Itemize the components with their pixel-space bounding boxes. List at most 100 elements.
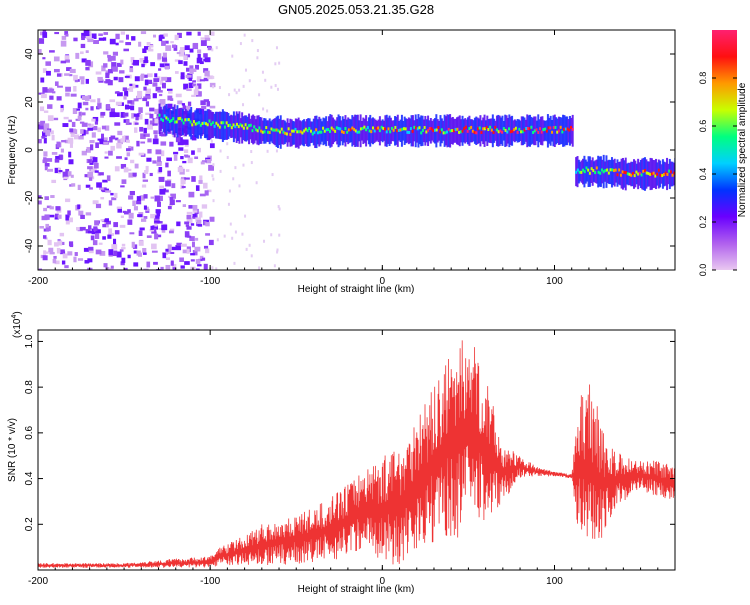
heatmap-cell xyxy=(442,131,445,135)
heatmap-cell xyxy=(130,100,135,105)
heatmap-cell xyxy=(186,88,192,92)
heatmap-cell xyxy=(351,126,354,130)
heatmap-cell xyxy=(480,131,483,135)
heatmap-cell xyxy=(214,111,217,139)
heatmap-cell xyxy=(171,246,177,251)
heatmap-cell xyxy=(226,111,229,140)
heatmap-cell xyxy=(111,62,117,68)
heatmap-cell xyxy=(142,247,147,253)
heatmap-cell xyxy=(114,112,120,117)
heatmap-cell xyxy=(599,171,602,175)
heatmap-cell xyxy=(180,75,185,80)
heatmap-cell xyxy=(271,173,274,177)
heatmap-cell xyxy=(200,37,207,40)
heatmap-cell xyxy=(165,257,170,260)
heatmap-cell xyxy=(656,172,659,176)
heatmap-cell xyxy=(155,149,162,155)
heatmap-cell xyxy=(138,41,142,47)
heatmap-cell xyxy=(476,117,479,145)
heatmap-cell xyxy=(316,131,319,135)
heatmap-cell xyxy=(212,112,215,138)
heatmap-cell xyxy=(377,119,380,143)
heatmap-cell xyxy=(88,123,94,127)
heatmap-cell xyxy=(196,219,202,224)
heatmap-cell xyxy=(190,253,195,256)
heatmap-cell xyxy=(158,103,161,135)
heatmap-cell xyxy=(162,52,167,58)
heatmap-cell xyxy=(582,168,585,172)
heatmap-cell xyxy=(167,248,172,254)
heatmap-cell xyxy=(57,240,63,246)
heatmap-cell xyxy=(212,75,215,79)
heatmap-cell xyxy=(68,74,73,77)
heatmap-cell xyxy=(81,112,86,116)
heatmap-cell xyxy=(110,135,116,140)
heatmap-cell xyxy=(160,133,167,137)
heatmap-cell xyxy=(44,214,50,220)
heatmap-cell xyxy=(416,127,419,131)
heatmap-cell xyxy=(206,101,211,107)
heatmap-cell xyxy=(330,114,333,147)
colorbar-tick-label: 0.6 xyxy=(698,120,708,133)
heatmap-cell xyxy=(241,232,244,236)
heatmap-cell xyxy=(93,226,98,231)
x-tick-label: -100 xyxy=(200,276,220,287)
heatmap-cell xyxy=(79,121,85,124)
heatmap-cell xyxy=(164,189,169,193)
heatmap-cell xyxy=(258,126,261,130)
heatmap-cell xyxy=(101,133,105,140)
heatmap-cell xyxy=(356,130,359,134)
heatmap-cell xyxy=(160,266,164,270)
heatmap-cell xyxy=(456,127,459,131)
heatmap-cell xyxy=(76,108,81,111)
heatmap-cell xyxy=(99,138,104,145)
heatmap-cell xyxy=(55,206,61,211)
heatmap-cell xyxy=(588,171,591,175)
heatmap-cell xyxy=(170,119,173,123)
heatmap-cell xyxy=(612,159,615,186)
heatmap-cell xyxy=(158,227,164,231)
heatmap-cell xyxy=(195,64,200,70)
heatmap-cell xyxy=(169,228,175,232)
heatmap-cell xyxy=(90,235,95,241)
heatmap-cell xyxy=(334,129,337,133)
heatmap-cell xyxy=(116,91,120,94)
heatmap-cell xyxy=(296,130,299,134)
heatmap-cell xyxy=(131,113,135,119)
heatmap-cell xyxy=(56,73,62,77)
heatmap-cell xyxy=(245,115,248,142)
heatmap-cell xyxy=(233,261,236,265)
heatmap-cell xyxy=(244,214,247,218)
frequency-track-1 xyxy=(158,103,574,149)
heatmap-cell xyxy=(444,116,447,146)
heatmap-cell xyxy=(160,117,163,121)
heatmap-cell xyxy=(153,130,158,135)
heatmap-cell xyxy=(100,219,104,222)
heatmap-cell xyxy=(177,32,182,38)
heatmap-cell xyxy=(119,40,124,43)
heatmap-cell xyxy=(265,120,268,142)
heatmap-cell xyxy=(61,260,66,265)
heatmap-cell xyxy=(508,114,511,148)
heatmap-cell xyxy=(149,228,155,232)
heatmap-cell xyxy=(78,111,82,117)
exponent-power: 4 xyxy=(11,315,18,319)
heatmap-cell xyxy=(134,127,138,133)
heatmap-cell xyxy=(54,81,59,86)
heatmap-cell xyxy=(89,156,96,160)
heatmap-cell xyxy=(113,238,117,245)
heatmap-cell xyxy=(97,98,101,104)
heatmap-cell xyxy=(587,168,590,172)
heatmap-cell xyxy=(631,172,634,176)
heatmap-cell xyxy=(38,92,45,95)
colorbar-tick-label: 0.4 xyxy=(698,168,708,181)
heatmap-cell xyxy=(152,123,158,126)
heatmap-cell xyxy=(418,126,421,130)
heatmap-cell xyxy=(289,118,292,147)
heatmap-cell xyxy=(67,137,74,144)
heatmap-cell xyxy=(134,163,139,169)
heatmap-cell xyxy=(504,128,507,132)
heatmap-cell xyxy=(173,45,178,51)
heatmap-cell xyxy=(569,125,572,129)
heatmap-cell xyxy=(175,136,181,143)
